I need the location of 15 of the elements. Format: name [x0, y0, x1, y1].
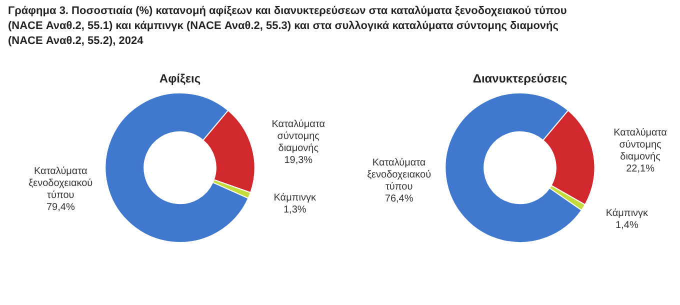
data-label: 19,3%: [284, 154, 313, 166]
data-label: 79,4%: [46, 202, 75, 214]
chart-title: Διανυκτερεύσεις: [472, 72, 568, 86]
data-label: 76,4%: [384, 193, 414, 204]
slice-label: Κάμπινγκ: [274, 192, 317, 204]
chart-title: Αφίξεις: [159, 72, 201, 86]
slice-label: Καταλύματα σύντομης διαμονής: [272, 118, 326, 154]
text: Γράφημα 3. Ποσοστιαία (%) κατανομή αφίξεων και διανυκτερεύσεων στα καταλύματα ξενοδοχειακού τύπου (NACE Αναθ.2, 55.1) και κάμπινγκ (NACE Αναθ.2, 55.3) και στα συλλογικά καταλύματα σύντομης διαμονής (NACE Αναθ.2, 55.2), 2024: [8, 4, 568, 49]
data-label: 22,1%: [626, 163, 655, 174]
data-label: 1,3%: [283, 204, 306, 216]
data-label: 1,4%: [616, 220, 638, 231]
slice-label: Καταλύματα σύντομης διαμονής: [614, 127, 668, 162]
slice-label: Καταλύματα ξενοδοχειακού τύπου: [367, 157, 432, 192]
slice-label: Κάμπινγκ: [606, 208, 650, 219]
slice-label: Καταλύματα ξενοδοχειακού τύπου: [28, 166, 93, 202]
